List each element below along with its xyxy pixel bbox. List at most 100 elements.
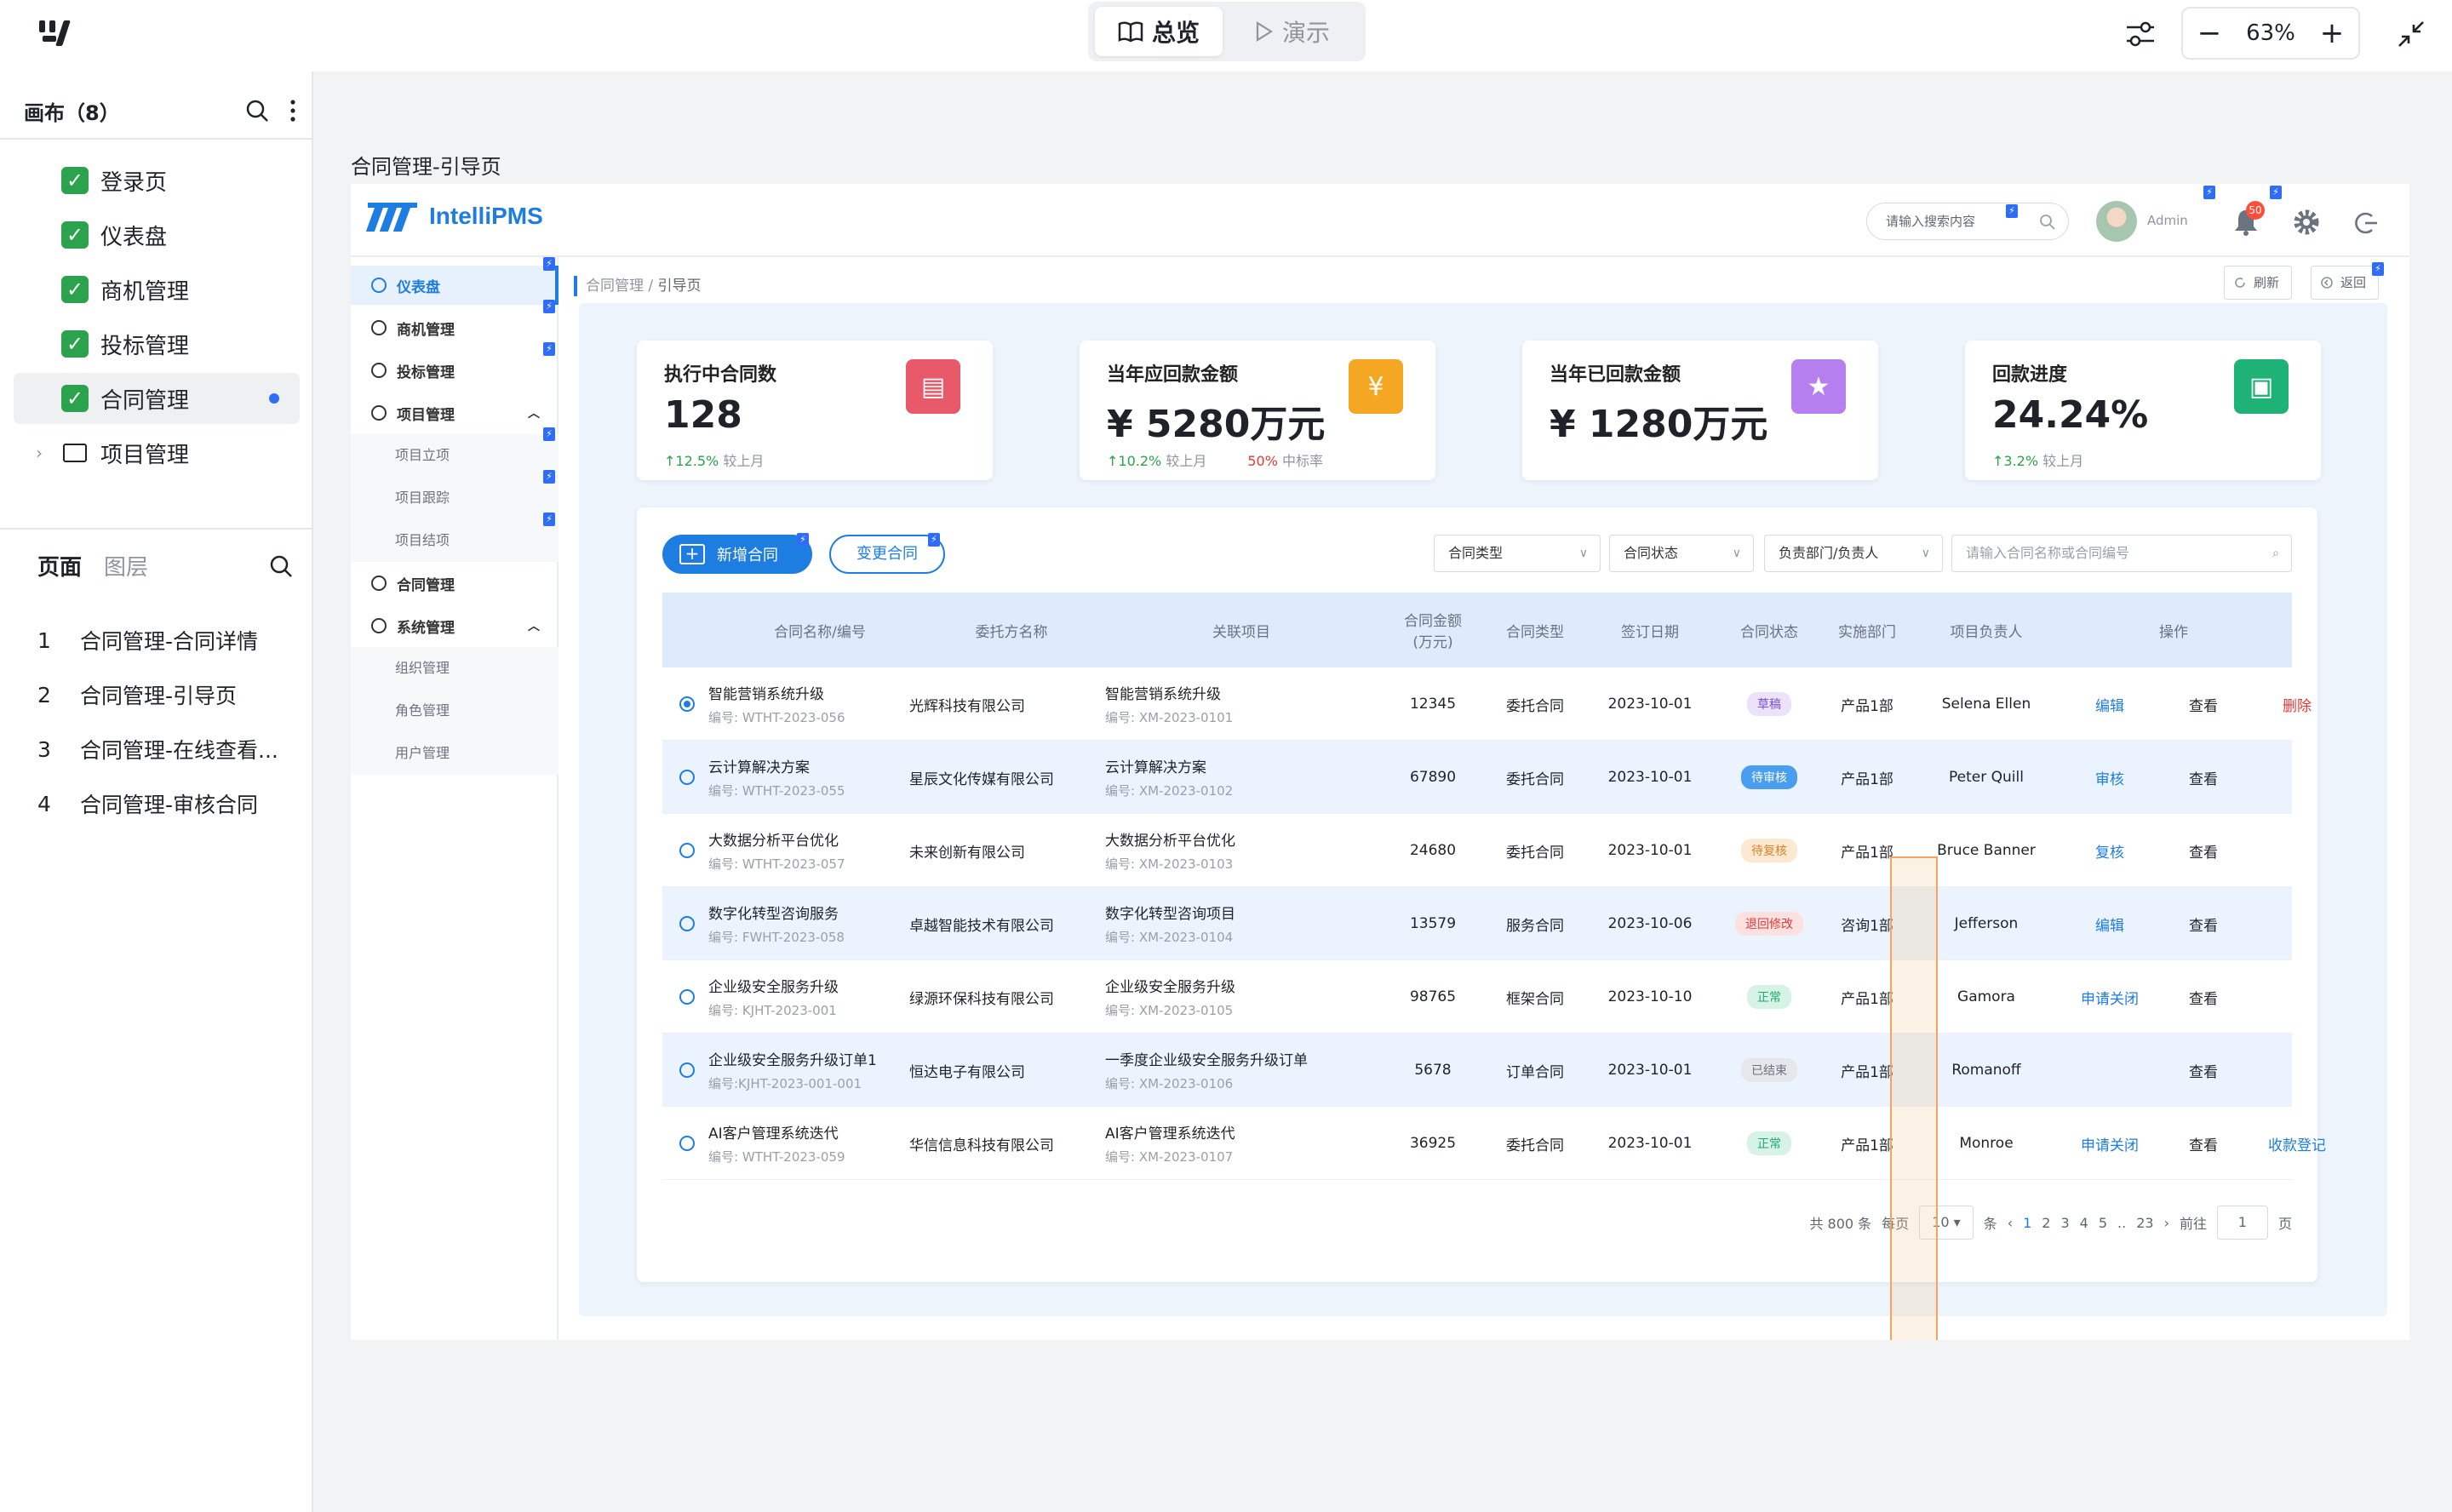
more-icon[interactable]	[289, 99, 296, 123]
canvas-item-bidding[interactable]: ✓ 投标管理	[14, 318, 300, 369]
change-contract-button[interactable]: 变更合同	[829, 535, 945, 574]
zoom-in-button[interactable]: +	[2319, 16, 2345, 50]
row-action-primary[interactable]: 审核	[2059, 741, 2161, 814]
search-icon[interactable]: ⌕	[2272, 547, 2279, 560]
table-row[interactable]: 数字化转型咨询服务 编号: FWHT-2023-058 卓越智能技术有限公司 数字化转…	[662, 887, 2292, 960]
breadcrumb-parent[interactable]: 合同管理	[586, 278, 644, 295]
sidebar-subitem-project-setup[interactable]: 项目立项	[351, 434, 559, 477]
prev-page-icon[interactable]: ‹	[2007, 1214, 2014, 1231]
page-item[interactable]: 3 合同管理-在线查看...	[37, 724, 293, 775]
next-page-icon[interactable]: ›	[2163, 1214, 2169, 1231]
table-row[interactable]: 大数据分析平台优化 编号: WTHT-2023-057 未来创新有限公司 大数据分析平…	[662, 814, 2292, 887]
table-row[interactable]: AI客户管理系统迭代 编号: WTHT-2023-059 华信信息科技有限公司 AI客…	[662, 1107, 2326, 1180]
table-row[interactable]: 云计算解决方案 编号: WTHT-2023-055 星辰文化传媒有限公司 云计算解决方…	[662, 741, 2292, 814]
gear-icon[interactable]	[2292, 208, 2321, 237]
settings-sliders-icon[interactable]	[2122, 15, 2159, 53]
header-search-input[interactable]: 请输入搜索内容	[1866, 203, 2069, 240]
dept-owner-select[interactable]: 负责部门/负责人 ∨	[1764, 535, 1943, 572]
tab-layers[interactable]: 图层	[104, 555, 149, 581]
tab-pages[interactable]: 页面	[37, 555, 83, 581]
sidebar-subitem-role[interactable]: 角色管理	[351, 690, 559, 732]
action-link[interactable]: 申请关闭	[2081, 1137, 2139, 1154]
row-action-primary[interactable]: 申请关闭	[2059, 960, 2161, 1034]
table-row[interactable]: 智能营销系统升级 编号: WTHT-2023-056 光辉科技有限公司 智能营销系统升…	[662, 667, 2312, 741]
action-link[interactable]: 收款登记	[2268, 1137, 2326, 1154]
page-link[interactable]: 5	[2098, 1214, 2108, 1231]
refresh-button[interactable]: 刷新	[2224, 266, 2293, 300]
tab-present[interactable]: 演示	[1255, 7, 1349, 56]
design-frame[interactable]: IntelliPMS 请输入搜索内容 ⚡ Admin ⚡ 50 ⚡ 仪表盘 商机…	[351, 184, 2409, 1340]
page-item[interactable]: 4 合同管理-审核合同	[37, 778, 293, 829]
row-radio[interactable]	[679, 1062, 695, 1078]
avatar[interactable]	[2096, 201, 2137, 242]
contract-type-select[interactable]: 合同类型 ∨	[1434, 535, 1601, 572]
row-radio[interactable]	[679, 1136, 695, 1151]
action-link[interactable]: 审核	[2095, 770, 2124, 788]
sidebar-item-project[interactable]: 项目管理 ︿	[351, 393, 559, 432]
goto-input[interactable]: 1	[2216, 1206, 2268, 1240]
table-row[interactable]: 企业级安全服务升级 编号: KJHT-2023-001 绿源环保科技有限公司 企业级安…	[662, 960, 2292, 1034]
zoom-out-button[interactable]: −	[2197, 16, 2222, 50]
frame-title[interactable]: 合同管理-引导页	[351, 155, 501, 179]
page-item[interactable]: 1 合同管理-合同详情	[37, 615, 293, 666]
page-link[interactable]: 3	[2060, 1214, 2070, 1231]
view-link[interactable]: 查看	[2189, 770, 2218, 788]
row-action-secondary[interactable]: 收款登记	[2246, 1107, 2348, 1180]
row-action-view[interactable]: 查看	[2161, 667, 2246, 741]
app-logo-icon[interactable]	[37, 19, 72, 49]
sidebar-item-contract[interactable]: 合同管理	[351, 564, 559, 603]
sidebar-subitem-user[interactable]: 用户管理	[351, 732, 559, 775]
action-link[interactable]: 申请关闭	[2081, 990, 2139, 1008]
canvas-item-login[interactable]: ✓ 登录页	[14, 155, 300, 206]
contract-status-select[interactable]: 合同状态 ∨	[1609, 535, 1754, 572]
page-link[interactable]: 4	[2079, 1214, 2088, 1231]
sidebar-subitem-project-close[interactable]: 项目结项	[351, 519, 559, 562]
row-radio[interactable]	[679, 696, 695, 712]
page-item[interactable]: 2 合同管理-引导页	[37, 669, 293, 720]
sidebar-item-dashboard[interactable]: 仪表盘	[351, 266, 559, 305]
sidebar-item-system[interactable]: 系统管理 ︿	[351, 606, 559, 645]
add-contract-button[interactable]: + 新增合同	[662, 535, 812, 574]
row-action-view[interactable]: 查看	[2161, 741, 2246, 814]
action-link[interactable]: 编辑	[2095, 917, 2124, 935]
search-icon[interactable]	[245, 99, 269, 123]
row-action-primary[interactable]: 编辑	[2059, 667, 2161, 741]
page-link[interactable]: 23	[2136, 1214, 2154, 1231]
view-link[interactable]: 查看	[2189, 1137, 2218, 1154]
search-icon[interactable]	[2039, 214, 2056, 231]
table-row[interactable]: 企业级安全服务升级订单1 编号:KJHT-2023-001-001 恒达电子有限公司…	[662, 1034, 2292, 1107]
row-action-primary[interactable]: 申请关闭	[2059, 1107, 2161, 1180]
folder-project[interactable]: › 项目管理	[14, 427, 300, 478]
row-action-view[interactable]: 查看	[2161, 814, 2246, 887]
chevron-up-icon[interactable]: ︿	[528, 620, 540, 633]
action-link[interactable]: 删除	[2283, 697, 2312, 715]
action-link[interactable]: 编辑	[2095, 697, 2124, 715]
row-action-view[interactable]: 查看	[2161, 1034, 2246, 1107]
contract-search-input[interactable]: 请输入合同名称或合同编号 ⌕	[1951, 535, 2292, 572]
sidebar-item-bidding[interactable]: 投标管理	[351, 351, 559, 390]
view-link[interactable]: 查看	[2189, 917, 2218, 935]
row-action-view[interactable]: 查看	[2161, 1107, 2246, 1180]
logout-icon[interactable]	[2352, 209, 2379, 237]
row-radio[interactable]	[679, 916, 695, 931]
tab-overview[interactable]: 总览	[1095, 7, 1223, 56]
view-link[interactable]: 查看	[2189, 1063, 2218, 1081]
row-radio[interactable]	[679, 843, 695, 858]
row-action-view[interactable]: 查看	[2161, 887, 2246, 960]
view-link[interactable]: 查看	[2189, 990, 2218, 1008]
canvas-item-dashboard[interactable]: ✓ 仪表盘	[14, 209, 300, 261]
row-action-primary[interactable]: 复核	[2059, 814, 2161, 887]
collapse-icon[interactable]	[2392, 15, 2430, 53]
row-action-view[interactable]: 查看	[2161, 960, 2246, 1034]
sidebar-subitem-project-track[interactable]: 项目跟踪	[351, 477, 559, 519]
page-link[interactable]: 1	[2023, 1214, 2032, 1231]
sidebar-item-opportunity[interactable]: 商机管理	[351, 308, 559, 347]
canvas-item-opportunity[interactable]: ✓ 商机管理	[14, 264, 300, 315]
chevron-right-icon[interactable]: ›	[36, 443, 43, 463]
row-action-secondary[interactable]: 删除	[2246, 667, 2348, 741]
row-action-primary[interactable]: 编辑	[2059, 887, 2161, 960]
action-link[interactable]: 复核	[2095, 844, 2124, 862]
chevron-up-icon[interactable]: ︿	[528, 407, 540, 421]
canvas-item-contract[interactable]: ✓ 合同管理	[14, 373, 300, 424]
row-radio[interactable]	[679, 770, 695, 785]
